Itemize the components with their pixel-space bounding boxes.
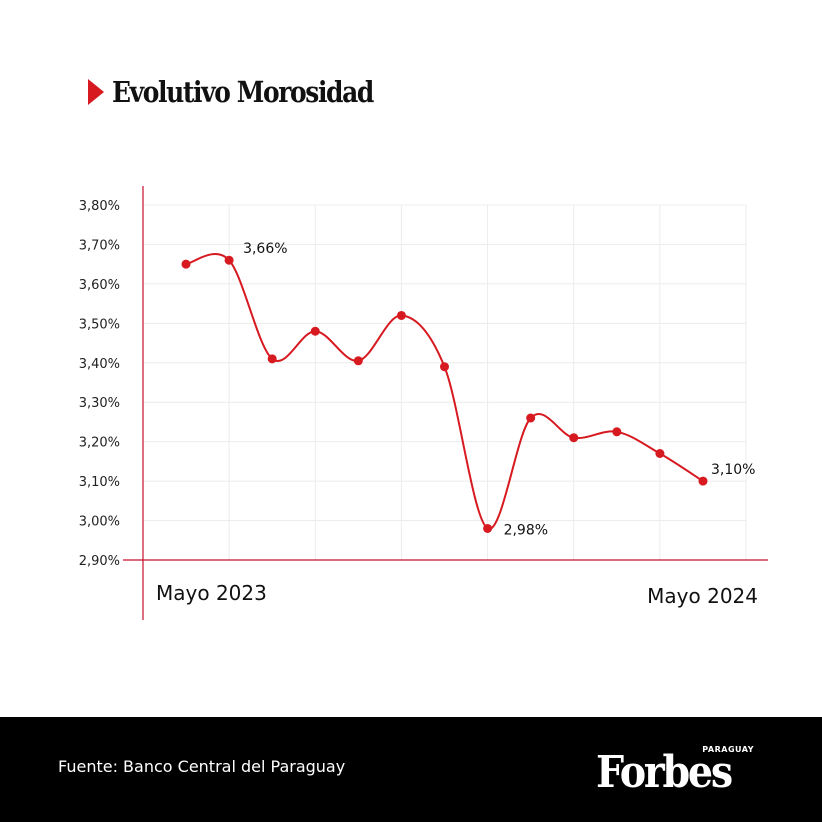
data-point-4: [353, 356, 363, 366]
data-point-11: [655, 449, 665, 458]
chart-axes: [123, 186, 768, 620]
chart-grid: [143, 204, 747, 560]
data-point-0: [181, 259, 191, 269]
data-point-8: [526, 413, 536, 423]
title-arrow-icon: [88, 79, 104, 105]
y-tick-label: 2,90%: [79, 554, 120, 569]
y-axis-ticks: 2,90% 3,00% 3,10% 3,20% 3,30% 3,40% 3,50% 3,60%…: [79, 199, 120, 569]
brand-name: Forbes: [596, 747, 733, 798]
series-group: [181, 253, 708, 533]
data-point-3: [310, 326, 320, 336]
data-point-12: [698, 476, 708, 486]
chart-title: Evolutivo Morosidad: [88, 70, 415, 114]
data-label: 3,10%: [711, 462, 755, 478]
series-line: [185, 253, 704, 530]
data-point-6: [440, 362, 449, 372]
data-label: 3,66%: [243, 241, 287, 257]
forbes-logo: Forbes PARAGUAY: [596, 745, 760, 805]
x-tick-label-end: Mayo 2024: [647, 584, 758, 608]
source-note: Fuente: Banco Central del Paraguay: [58, 757, 346, 776]
y-tick-label: 3,10%: [79, 475, 120, 490]
data-label: 2,98%: [504, 522, 548, 538]
y-tick-label: 3,20%: [79, 436, 120, 451]
data-point-10: [612, 427, 622, 437]
data-point-1: [224, 255, 234, 265]
y-tick-label: 3,80%: [79, 199, 120, 214]
page-title: Evolutivo Morosidad: [112, 75, 374, 109]
x-axis-ticks: Mayo 2023 Mayo 2024: [156, 581, 758, 608]
brand-subtitle: PARAGUAY: [702, 745, 754, 754]
y-tick-label: 3,40%: [79, 357, 120, 372]
y-tick-label: 3,70%: [79, 238, 120, 253]
data-point-7: [483, 523, 493, 533]
data-point-9: [569, 433, 579, 443]
y-tick-label: 3,60%: [79, 278, 120, 293]
data-labels: 3,66% 2,98% 3,10%: [243, 241, 755, 538]
y-tick-label: 3,30%: [79, 396, 120, 411]
line-chart: 2,90% 3,00% 3,10% 3,20% 3,30% 3,40% 3,50% 3,60%…: [79, 186, 768, 620]
x-tick-label-start: Mayo 2023: [156, 581, 267, 605]
y-tick-label: 3,00%: [79, 515, 120, 530]
footer-bar: Fuente: Banco Central del Paraguay Forbe…: [0, 717, 822, 822]
data-point-2: [267, 354, 277, 364]
y-tick-label: 3,50%: [79, 317, 120, 332]
data-point-5: [396, 310, 406, 320]
